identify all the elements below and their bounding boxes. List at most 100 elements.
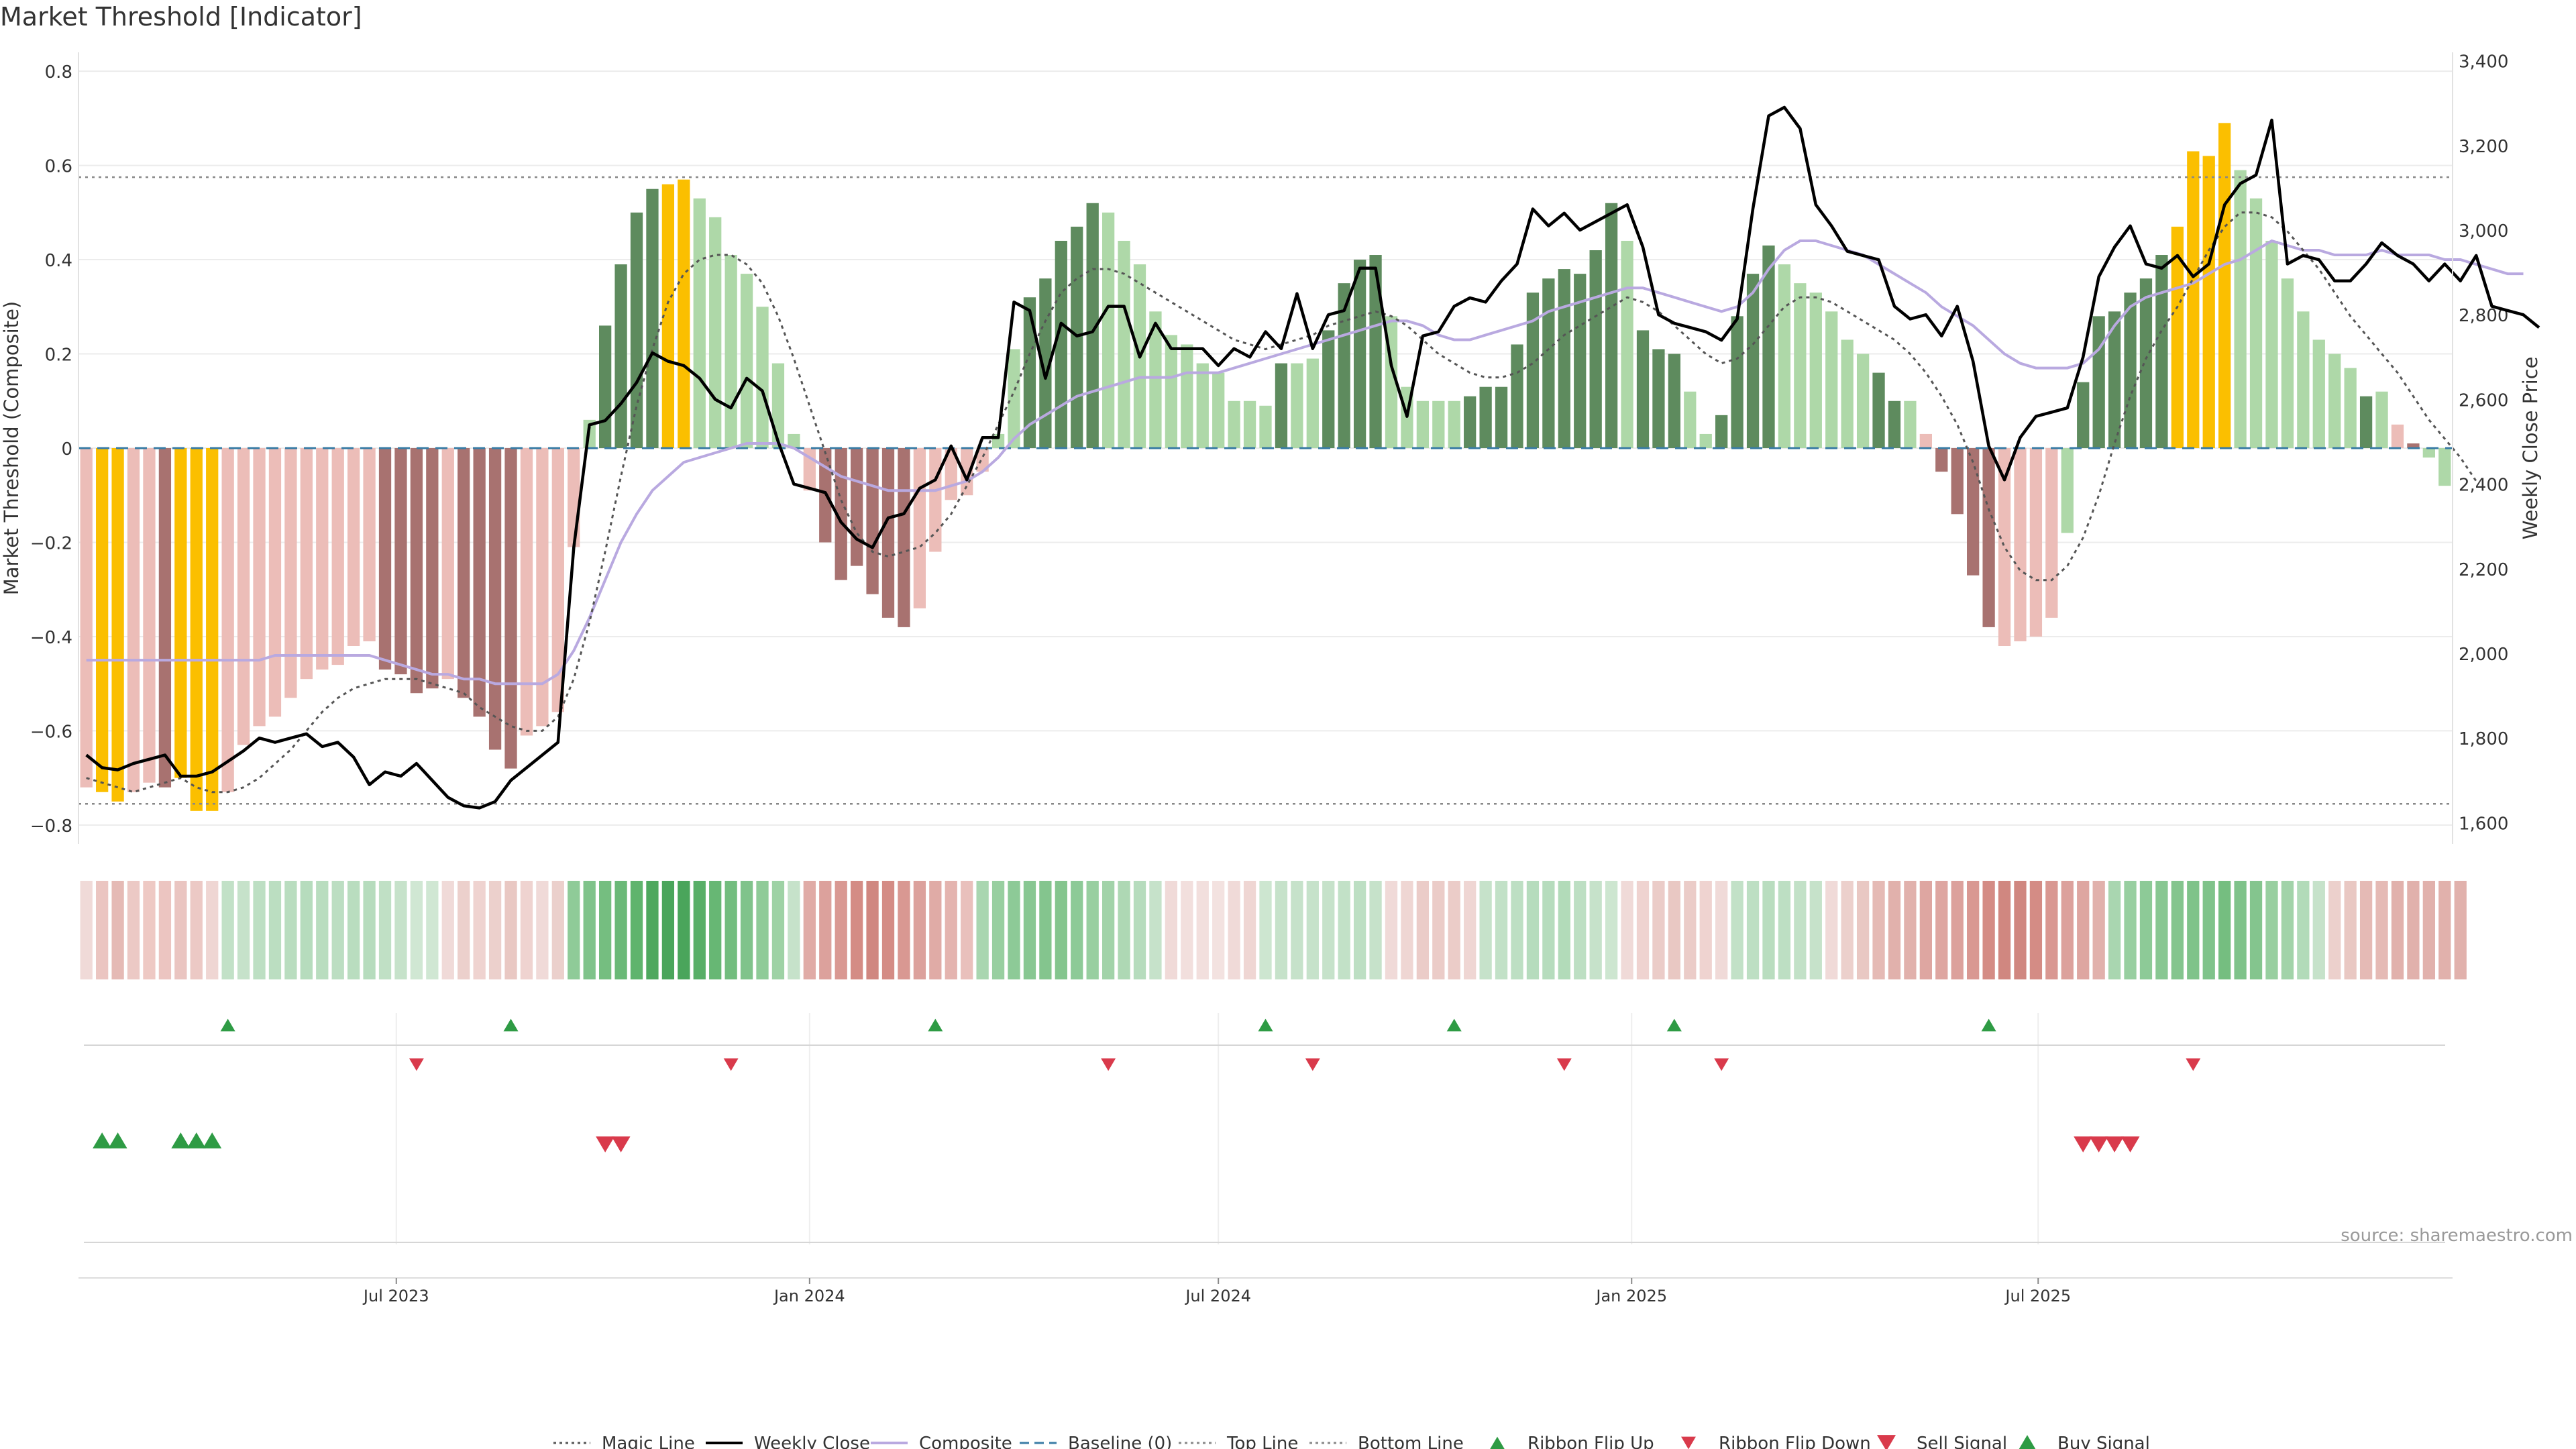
threshold-bar: [898, 448, 910, 627]
ribbon-cell: [1416, 881, 1430, 979]
ribbon-cell: [1636, 881, 1650, 979]
ribbon-cell: [2092, 881, 2105, 979]
threshold-bar: [630, 212, 643, 448]
threshold-bar: [614, 264, 627, 448]
ribbon-cell: [1558, 881, 1570, 979]
threshold-bar: [1809, 292, 1822, 448]
threshold-bar: [284, 448, 297, 698]
ribbon-cell: [504, 881, 517, 979]
threshold-bar: [1259, 405, 1272, 448]
y2-tick-label: 2,200: [2459, 560, 2508, 580]
ribbon-cell: [2281, 881, 2294, 979]
ribbon-cell: [2249, 881, 2263, 979]
threshold-bar: [268, 448, 282, 717]
threshold-bar: [426, 448, 439, 689]
threshold-bar: [127, 448, 140, 792]
threshold-bar: [1778, 264, 1791, 448]
threshold-bar: [2297, 311, 2310, 448]
threshold-bar: [568, 448, 580, 547]
ribbon-cell: [363, 881, 376, 979]
ribbon-cell: [835, 881, 847, 979]
threshold-bar: [347, 448, 360, 646]
ribbon-cell: [1181, 881, 1193, 979]
ribbon-cell: [2124, 881, 2137, 979]
ribbon-cell: [1055, 881, 1067, 979]
ribbon-cell: [1243, 881, 1256, 979]
ribbon-cell: [1904, 881, 1917, 979]
ribbon-cell: [80, 881, 93, 979]
threshold-bar: [2124, 292, 2137, 448]
ribbon-cell: [1165, 881, 1178, 979]
legend-item: Ribbon Flip Up: [1490, 1434, 1654, 1449]
sell-signal-marker: [2121, 1136, 2140, 1152]
buy-signal-marker: [203, 1132, 222, 1148]
ribbon-cell: [551, 881, 564, 979]
ribbon-cell: [174, 881, 187, 979]
ribbon-cell: [630, 881, 643, 979]
threshold-bar: [1448, 400, 1460, 448]
threshold-bar: [1023, 297, 1036, 448]
ribbon-flip-up-marker: [1981, 1018, 1996, 1032]
ribbon-cell: [1841, 881, 1854, 979]
threshold-bar: [661, 184, 675, 448]
ribbon-cell: [661, 881, 675, 979]
ribbon-cell: [2359, 881, 2373, 979]
threshold-bar: [237, 448, 250, 745]
threshold-bar: [709, 217, 722, 448]
ribbon-cell: [1856, 881, 1870, 979]
threshold-bar: [1699, 433, 1712, 448]
ribbon-flip-down-marker: [1305, 1058, 1320, 1071]
threshold-bar: [410, 448, 423, 694]
x-tick-label: Jul 2025: [2004, 1287, 2071, 1305]
threshold-bar: [1715, 415, 1728, 448]
legend-label: Buy Signal: [2057, 1434, 2150, 1449]
legend-item: Composite: [871, 1434, 1012, 1449]
threshold-bar: [756, 307, 769, 448]
ribbon-cell: [913, 881, 926, 979]
ribbon-cell: [268, 881, 282, 979]
ribbon-cell: [1652, 881, 1665, 979]
legend-label: Magic Line: [602, 1434, 695, 1449]
ribbon-cell: [2014, 881, 2027, 979]
threshold-bar: [1636, 330, 1650, 448]
threshold-bar: [316, 448, 329, 670]
ribbon-flip-up-marker: [1666, 1018, 1682, 1032]
ribbon-cell: [1071, 881, 1083, 979]
threshold-bar: [1495, 386, 1508, 448]
y2-tick-label: 3,200: [2459, 137, 2508, 157]
ribbon-cell: [788, 881, 800, 979]
legend-label: Top Line: [1226, 1434, 1298, 1449]
threshold-bar: [2438, 448, 2451, 486]
ribbon-cell: [426, 881, 439, 979]
ribbon-cell: [1322, 881, 1335, 979]
ribbon-cell: [2328, 881, 2341, 979]
ribbon-cell: [2438, 881, 2451, 979]
threshold-bar: [599, 325, 612, 448]
ribbon-cell: [2407, 881, 2420, 979]
threshold-bar: [504, 448, 517, 769]
ribbon-cell: [803, 881, 816, 979]
ribbon-cell: [756, 881, 769, 979]
threshold-bar: [1856, 354, 1870, 448]
threshold-bar: [1621, 240, 1633, 448]
threshold-bar: [2265, 240, 2278, 448]
ribbon-cell: [1479, 881, 1492, 979]
threshold-bar: [143, 448, 156, 783]
threshold-bar: [2218, 123, 2231, 448]
threshold-bar: [1369, 255, 1382, 448]
y2-axis-label: Weekly Close Price: [2519, 357, 2542, 540]
y2-tick-label: 2,400: [2459, 476, 2508, 496]
threshold-bar: [536, 448, 549, 727]
sell-signal-marker: [611, 1136, 631, 1152]
threshold-bar: [2359, 396, 2373, 448]
threshold-bar: [80, 448, 93, 788]
threshold-bar: [2045, 448, 2058, 618]
x-axis: Jul 2023 Jan 2024 Jul 2024 Jan 2025 Jul 2025: [78, 1277, 2453, 1305]
ribbon-cell: [1809, 881, 1822, 979]
y-tick-label: 0.6: [45, 157, 72, 177]
ribbon-flip-panel: [84, 1013, 2445, 1244]
y2-tick-label: 2,000: [2459, 645, 2508, 665]
legend-label: Baseline (0): [1068, 1434, 1172, 1449]
threshold-bar: [488, 448, 502, 750]
threshold-bar: [1306, 358, 1319, 448]
